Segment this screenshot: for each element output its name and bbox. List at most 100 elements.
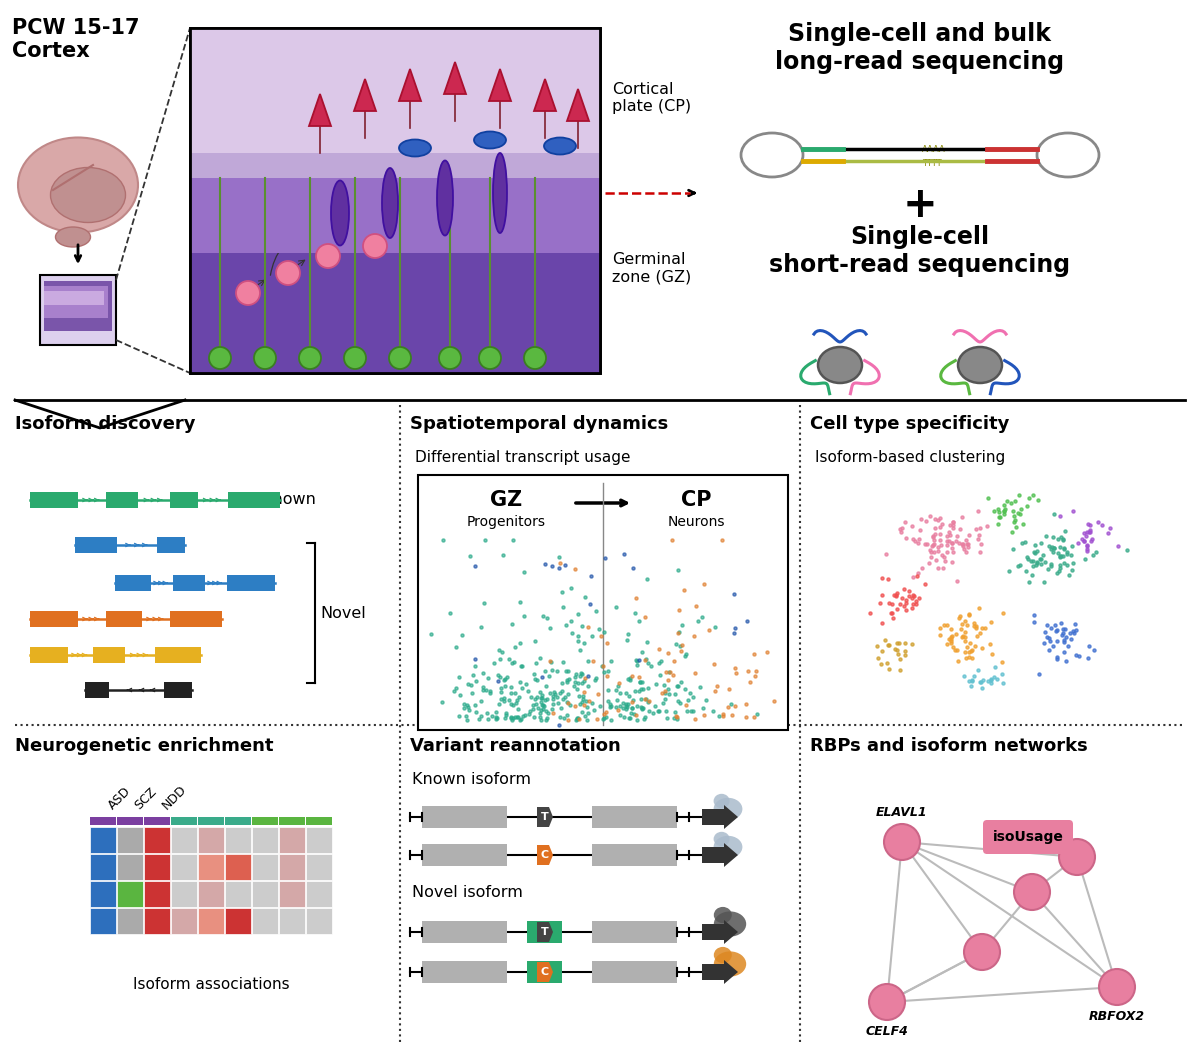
Point xyxy=(671,643,690,660)
Point xyxy=(943,639,962,656)
Point xyxy=(581,596,600,613)
Point xyxy=(521,703,540,720)
Bar xyxy=(306,854,332,880)
Ellipse shape xyxy=(50,168,126,222)
Point xyxy=(497,706,516,723)
Point xyxy=(937,533,956,550)
Point xyxy=(1093,516,1112,533)
Point xyxy=(480,683,499,700)
Point xyxy=(943,535,962,552)
Point xyxy=(654,677,673,693)
Point xyxy=(896,592,916,608)
Point xyxy=(528,688,547,705)
Point xyxy=(952,509,971,526)
Point xyxy=(965,667,984,684)
Point xyxy=(1062,561,1081,578)
Point xyxy=(1061,630,1080,647)
Point xyxy=(942,635,961,651)
Point xyxy=(599,662,618,679)
Point xyxy=(1034,635,1054,651)
Bar xyxy=(190,123,600,253)
Point xyxy=(1051,615,1070,631)
Point xyxy=(1003,540,1022,557)
Point xyxy=(564,678,583,694)
Point xyxy=(617,695,636,712)
Point xyxy=(1069,648,1088,665)
Point xyxy=(533,669,552,686)
Point xyxy=(534,697,553,713)
Point xyxy=(986,671,1006,688)
Point xyxy=(594,658,613,675)
Point xyxy=(680,703,700,720)
Point xyxy=(935,553,954,570)
Point xyxy=(980,636,1000,652)
Point xyxy=(540,620,559,637)
Point xyxy=(551,709,570,726)
Point xyxy=(1039,641,1058,658)
Point xyxy=(726,619,745,636)
Circle shape xyxy=(524,347,546,369)
Point xyxy=(588,686,607,703)
Point xyxy=(534,698,553,714)
Point xyxy=(943,554,962,571)
Point xyxy=(872,643,892,660)
Point xyxy=(467,704,486,721)
Ellipse shape xyxy=(474,131,506,149)
Point xyxy=(636,651,655,668)
Point xyxy=(466,650,485,667)
Point xyxy=(658,645,677,662)
Bar xyxy=(172,817,197,825)
Bar xyxy=(90,817,116,825)
Point xyxy=(1063,622,1082,639)
Text: Novel isoform: Novel isoform xyxy=(412,885,523,900)
Point xyxy=(665,710,684,727)
Point xyxy=(457,708,476,725)
Point xyxy=(866,638,886,655)
Point xyxy=(992,666,1012,683)
Point xyxy=(932,516,952,533)
Point xyxy=(530,690,550,707)
Point xyxy=(664,666,683,683)
Bar xyxy=(118,827,143,853)
Point xyxy=(607,682,626,699)
Point xyxy=(1057,545,1076,562)
Point xyxy=(745,668,764,685)
Point xyxy=(1074,524,1093,541)
Point xyxy=(516,706,535,723)
Bar xyxy=(44,286,108,318)
Point xyxy=(524,709,544,726)
Bar xyxy=(527,921,562,943)
Point xyxy=(606,699,625,715)
Point xyxy=(474,679,493,695)
Point xyxy=(1048,564,1067,581)
Point xyxy=(569,605,588,622)
Bar xyxy=(278,881,305,907)
Text: AAAA: AAAA xyxy=(922,145,946,153)
Ellipse shape xyxy=(437,160,454,235)
Point xyxy=(1027,542,1046,559)
Point xyxy=(886,641,905,658)
Point xyxy=(905,587,924,604)
Ellipse shape xyxy=(714,794,730,808)
Point xyxy=(1060,566,1079,583)
Point xyxy=(572,665,592,682)
Point xyxy=(970,527,989,543)
Point xyxy=(676,646,695,663)
Point xyxy=(533,698,552,714)
Point xyxy=(1018,549,1037,565)
Point xyxy=(1049,545,1068,562)
Point xyxy=(1057,544,1076,561)
Point xyxy=(558,694,577,711)
Point xyxy=(506,694,526,711)
Ellipse shape xyxy=(714,947,732,963)
Point xyxy=(1038,560,1057,577)
Point xyxy=(672,637,691,654)
Point xyxy=(1016,563,1036,580)
Point xyxy=(1076,528,1096,544)
Bar xyxy=(198,881,224,907)
Point xyxy=(1050,559,1069,576)
Point xyxy=(494,690,514,707)
Point xyxy=(509,688,528,705)
Point xyxy=(502,679,521,695)
Point xyxy=(433,532,452,549)
